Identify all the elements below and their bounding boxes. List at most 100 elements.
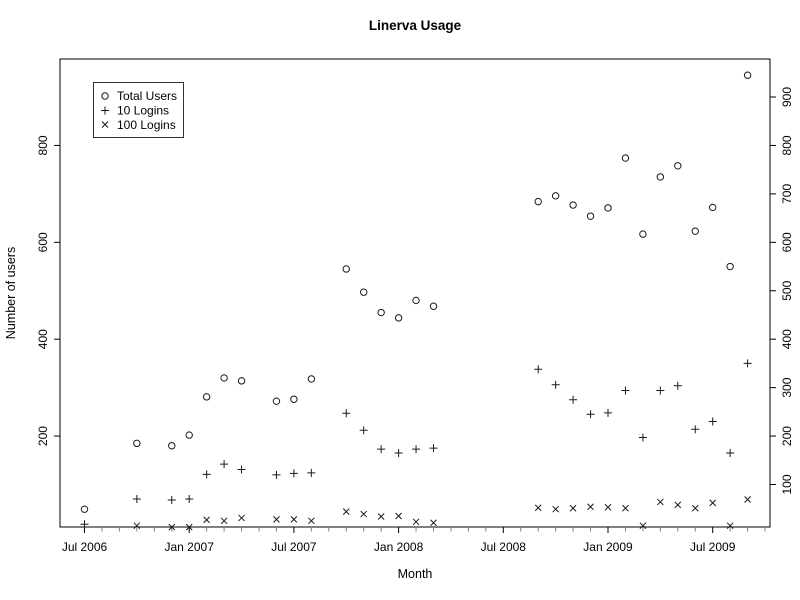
y-right-tick-label: 600 bbox=[780, 232, 794, 252]
data-point-100-logins bbox=[307, 517, 315, 525]
x-axis-label: Month bbox=[398, 567, 433, 581]
data-point-total-users bbox=[709, 203, 717, 212]
data-point-10-logins bbox=[604, 408, 612, 417]
data-point-total-users bbox=[621, 154, 630, 162]
y-right-tick-label: 800 bbox=[780, 135, 794, 155]
data-point-10-logins bbox=[673, 381, 682, 390]
data-point-10-logins bbox=[377, 445, 386, 454]
data-point-total-users bbox=[133, 439, 141, 448]
x-tick-label: Jan 2008 bbox=[374, 540, 424, 554]
data-point-10-logins bbox=[586, 410, 595, 419]
y-right-tick-label: 100 bbox=[780, 474, 794, 494]
x-tick-label: Jul 2009 bbox=[690, 540, 736, 554]
data-point-100-logins bbox=[587, 503, 594, 511]
data-point-total-users bbox=[743, 71, 752, 79]
data-point-100-logins bbox=[290, 516, 298, 523]
data-point-10-logins bbox=[80, 520, 89, 529]
data-point-total-users bbox=[80, 505, 89, 513]
y-right-tick-label: 300 bbox=[780, 377, 794, 397]
data-point-100-logins bbox=[203, 516, 211, 524]
y-right-tick-label: 900 bbox=[780, 87, 794, 107]
legend-cross-symbol bbox=[101, 121, 109, 128]
data-point-total-users bbox=[202, 393, 211, 401]
data-point-total-users bbox=[360, 288, 368, 296]
data-point-total-users bbox=[551, 192, 560, 200]
data-point-10-logins bbox=[220, 460, 229, 469]
data-point-10-logins bbox=[289, 469, 298, 478]
data-point-100-logins bbox=[168, 523, 176, 531]
data-point-100-logins bbox=[395, 512, 402, 520]
data-point-total-users bbox=[290, 395, 298, 403]
data-point-10-logins bbox=[534, 365, 543, 374]
data-point-100-logins bbox=[691, 504, 699, 512]
y-axis-right: 100 200 300 400 500 600 700 800 900 bbox=[770, 87, 794, 495]
data-point-100-logins bbox=[639, 522, 647, 530]
data-point-total-users bbox=[237, 377, 246, 385]
data-point-total-users bbox=[586, 212, 595, 220]
y-left-tick-label: 600 bbox=[36, 232, 50, 252]
data-point-100-logins bbox=[552, 505, 560, 513]
data-point-total-users bbox=[185, 431, 193, 439]
data-point-10-logins bbox=[272, 470, 281, 479]
data-point-total-users bbox=[429, 302, 438, 310]
y-left-tick-label: 800 bbox=[36, 135, 50, 155]
data-point-100-logins bbox=[622, 504, 629, 512]
y-right-tick-label: 700 bbox=[780, 184, 794, 204]
data-point-100-logins bbox=[133, 522, 141, 530]
data-point-total-users bbox=[220, 374, 228, 382]
data-point-10-logins bbox=[638, 433, 647, 442]
data-point-10-logins bbox=[429, 444, 438, 453]
data-point-100-logins bbox=[709, 499, 717, 507]
y-right-tick-label: 500 bbox=[780, 280, 794, 300]
data-point-10-logins bbox=[359, 426, 368, 435]
x-tick-label: Jul 2006 bbox=[62, 540, 108, 554]
legend-label-10-logins: 10 Logins bbox=[117, 104, 169, 118]
data-point-total-users bbox=[377, 308, 385, 317]
data-point-10-logins bbox=[412, 445, 421, 454]
data-point-100-logins bbox=[360, 510, 368, 518]
data-point-total-users bbox=[168, 442, 176, 450]
data-point-100-logins bbox=[726, 522, 734, 530]
data-point-10-logins bbox=[656, 386, 665, 395]
data-point-10-logins bbox=[394, 449, 403, 458]
data-point-100-logins bbox=[534, 504, 542, 512]
data-point-10-logins bbox=[726, 449, 735, 458]
data-point-100-logins bbox=[238, 514, 245, 522]
data-point-total-users bbox=[691, 227, 699, 235]
data-point-100-logins bbox=[342, 508, 350, 515]
y-right-tick-label: 200 bbox=[780, 426, 794, 446]
data-point-total-users bbox=[656, 173, 665, 181]
data-point-10-logins bbox=[708, 417, 717, 426]
data-point-10-logins bbox=[569, 395, 578, 404]
y-right-tick-label: 400 bbox=[780, 329, 794, 349]
data-point-100-logins bbox=[185, 523, 193, 531]
data-point-10-logins bbox=[551, 380, 560, 389]
data-point-total-users bbox=[272, 397, 281, 405]
y-axis-label: Number of users bbox=[4, 247, 18, 339]
data-point-total-users bbox=[639, 230, 647, 238]
data-point-10-logins bbox=[167, 496, 176, 504]
data-point-10-logins bbox=[185, 495, 194, 504]
data-point-total-users bbox=[307, 375, 316, 383]
chart-title: Linerva Usage bbox=[369, 18, 462, 33]
data-point-100-logins bbox=[377, 513, 385, 520]
legend-label-total-users: Total Users bbox=[117, 89, 177, 103]
x-tick-label: Jan 2007 bbox=[165, 540, 215, 554]
data-point-total-users bbox=[412, 296, 420, 305]
data-point-total-users bbox=[534, 197, 542, 206]
data-point-total-users bbox=[569, 201, 577, 209]
x-tick-label: Jul 2008 bbox=[481, 540, 527, 554]
x-tick-label: Jan 2009 bbox=[583, 540, 633, 554]
x-axis: Jul 2006 Jan 2007 Jul 2007 Jan 2008 Jul 2008… bbox=[62, 527, 766, 554]
legend-plus-symbol bbox=[101, 106, 109, 115]
y-left-tick-label: 400 bbox=[36, 329, 50, 349]
data-point-total-users bbox=[604, 204, 612, 212]
data-point-10-logins bbox=[743, 359, 752, 368]
data-point-100-logins bbox=[744, 496, 751, 503]
data-point-10-logins bbox=[691, 425, 700, 434]
plot-box bbox=[59, 58, 771, 528]
data-point-100-logins bbox=[273, 516, 280, 523]
data-points bbox=[80, 71, 752, 531]
